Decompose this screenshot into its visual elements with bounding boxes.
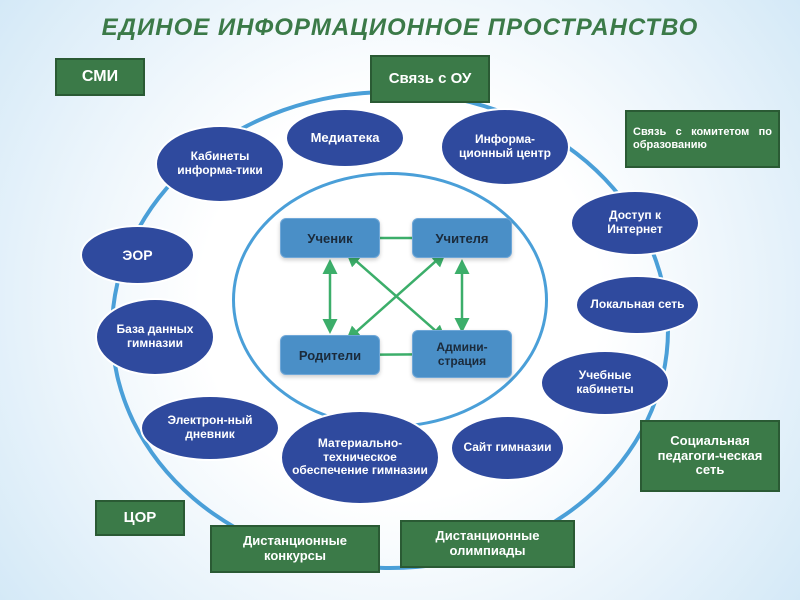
core-uchenik: Ученик bbox=[280, 218, 380, 258]
node-lokalnaya: Локальная сеть bbox=[575, 275, 700, 335]
node-kabinety: Учебные кабинеты bbox=[540, 350, 670, 416]
inner-ring bbox=[232, 172, 548, 428]
node-dnevnik: Электрон-ный дневник bbox=[140, 395, 280, 461]
node-internet: Доступ к Интернет bbox=[570, 190, 700, 256]
box-cor: ЦОР bbox=[95, 500, 185, 536]
node-matobespech: Материально-техническое обеспечение гимн… bbox=[280, 410, 440, 505]
core-roditeli: Родители bbox=[280, 335, 380, 375]
box-komitet: Связь с комитетом по образованию bbox=[625, 110, 780, 168]
node-mediateka: Медиатека bbox=[285, 108, 405, 168]
node-kabinet: Кабинеты информа-тики bbox=[155, 125, 285, 203]
core-uchitelya: Учителя bbox=[412, 218, 512, 258]
node-eor: ЭОР bbox=[80, 225, 195, 285]
node-infocentr: Информа-ционный центр bbox=[440, 108, 570, 186]
box-svyazou: Связь с ОУ bbox=[370, 55, 490, 103]
box-socped: Социальная педагоги-ческая сеть bbox=[640, 420, 780, 492]
node-bazadannyh: База данных гимназии bbox=[95, 298, 215, 376]
core-admin: Админи-страция bbox=[412, 330, 512, 378]
page-title: ЕДИНОЕ ИНФОРМАЦИОННОЕ ПРОСТРАНСТВО bbox=[0, 14, 800, 42]
node-sait: Сайт гимназии bbox=[450, 415, 565, 481]
box-konkursy: Дистанционные конкурсы bbox=[210, 525, 380, 573]
box-olimpiady: Дистанционные олимпиады bbox=[400, 520, 575, 568]
box-smi: СМИ bbox=[55, 58, 145, 96]
